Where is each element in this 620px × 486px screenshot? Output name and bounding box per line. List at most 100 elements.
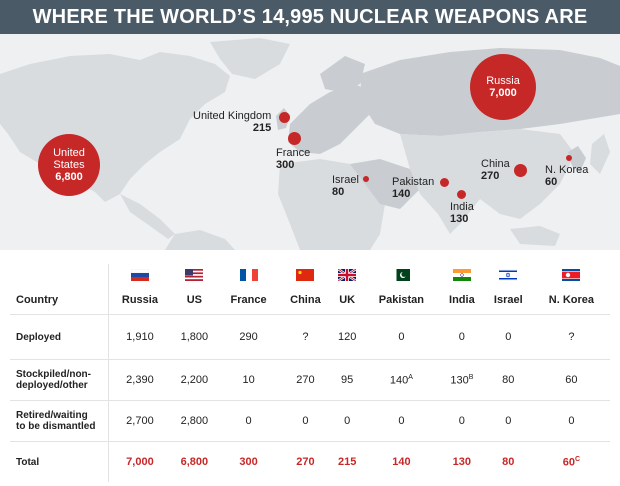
table-cell: 0: [483, 314, 533, 360]
total-cell: 80: [502, 456, 515, 468]
country-column-label: Country: [10, 286, 109, 315]
table-cell: 60: [532, 359, 610, 401]
france-label: France 300: [276, 147, 310, 171]
total-cell: 140: [392, 456, 411, 468]
table-cell: 290: [217, 314, 280, 360]
table-cell: 0: [331, 400, 363, 442]
india-flag-icon: [452, 269, 471, 282]
cell-value: 140: [389, 374, 409, 387]
table-cell: 2,200: [170, 359, 218, 401]
total-cell: 7,000: [107, 441, 171, 482]
country-china: China: [279, 286, 332, 315]
total-cell: 300: [239, 456, 258, 468]
nkorea-value: 60: [545, 176, 558, 188]
table-cell: 1,800: [170, 314, 218, 360]
table-row: Retired/waiting to be dismantled 2,700 2…: [10, 400, 610, 442]
table-cell: 1,910: [107, 314, 171, 360]
total-cell: 270: [296, 456, 315, 468]
footnote-marker: C: [574, 455, 581, 463]
row-label-deployed: Deployed: [10, 314, 109, 360]
uk-name: United Kingdom: [193, 110, 272, 122]
nkorea-name: N. Korea: [545, 164, 589, 176]
russia-value: 7,000: [489, 87, 517, 99]
china-flag-icon: [296, 269, 315, 282]
table-cell: 0: [279, 400, 332, 442]
table-cell: 0: [362, 314, 440, 360]
china-value: 270: [481, 170, 500, 182]
table-cell: 140A: [362, 359, 440, 401]
nkorea-flag-icon: [562, 269, 581, 282]
footnote-marker: A: [408, 373, 413, 381]
total-cell: 215: [337, 456, 357, 468]
france-name: France: [276, 147, 311, 159]
table-cell: ?: [532, 314, 610, 360]
total-cell: 6,800: [180, 456, 209, 468]
pakistan-flag-icon: [392, 269, 411, 282]
israel-label: Israel 80: [332, 174, 359, 198]
israel-name: Israel: [332, 174, 359, 186]
country-russia: Russia: [107, 286, 171, 315]
weapons-table-section: Country Russia US France China UK Pakist…: [0, 250, 620, 486]
france-value: 300: [276, 159, 295, 171]
table-cell: 0: [483, 400, 533, 442]
table-cell: 10: [217, 359, 280, 401]
pakistan-value: 140: [392, 188, 411, 200]
weapons-table: Country Russia US France China UK Pakist…: [10, 264, 610, 482]
row-label-stockpiled: Stockpiled/non- deployed/other: [10, 359, 109, 401]
uk-value: 215: [252, 122, 272, 134]
total-row: Total 7,000 6,800 300 270 215 140 130 80…: [10, 441, 610, 483]
page-title: WHERE THE WORLD’S 14,995 NUCLEAR WEAPONS…: [0, 0, 620, 34]
israel-marker: [363, 176, 369, 182]
nkorea-label: N. Korea 60: [545, 164, 588, 188]
india-label: India 130: [450, 201, 474, 225]
uk-marker: [279, 112, 290, 123]
country-pakistan: Pakistan: [362, 286, 440, 315]
table-row: Stockpiled/non- deployed/other 2,390 2,2…: [10, 359, 610, 401]
table-cell: 0: [439, 314, 484, 360]
table-cell: 0: [362, 400, 440, 442]
total-cell: 60C: [533, 442, 610, 483]
us-name: United States: [53, 147, 85, 171]
india-name: India: [450, 201, 474, 213]
total-cell: 130: [452, 456, 472, 468]
china-name: China: [481, 158, 510, 170]
table-cell: 0: [532, 400, 610, 442]
country-nkorea: N. Korea: [532, 286, 610, 315]
table-cell: 120: [331, 314, 363, 360]
france-flag-icon: [239, 269, 258, 282]
table-cell: 0: [217, 400, 280, 442]
russia-name: Russia: [486, 75, 520, 87]
russia-flag-icon: [130, 269, 149, 282]
uk-flag-icon: [338, 269, 357, 282]
table-cell: 0: [439, 400, 484, 442]
india-marker: [457, 190, 466, 199]
pakistan-name: Pakistan: [392, 176, 435, 188]
footnote-marker: B: [468, 373, 474, 381]
world-map: United States 6,800 Russia 7,000 United …: [0, 34, 620, 250]
pakistan-marker: [440, 178, 449, 187]
country-us: US: [170, 286, 218, 315]
pakistan-label: Pakistan 140: [392, 176, 434, 200]
cell-value: 130: [450, 374, 469, 387]
israel-value: 80: [332, 186, 345, 198]
russia-marker: Russia 7,000: [470, 54, 536, 120]
country-header-row: Country Russia US France China UK Pakist…: [10, 286, 610, 315]
india-value: 130: [450, 213, 469, 225]
uk-label: United Kingdom 215: [193, 110, 271, 134]
table-cell: 2,390: [107, 359, 171, 401]
row-label-retired: Retired/waiting to be dismantled: [10, 400, 109, 442]
country-israel: Israel: [483, 286, 533, 315]
table-cell: 270: [279, 359, 332, 401]
row-label-total: Total: [16, 456, 40, 468]
flag-row: [10, 264, 610, 286]
country-france: France: [217, 286, 280, 315]
table-cell: 2,800: [170, 400, 218, 442]
israel-flag-icon: [499, 269, 518, 282]
country-uk: UK: [331, 286, 363, 315]
france-marker: [288, 132, 301, 145]
table-cell: ?: [279, 314, 332, 360]
us-marker: United States 6,800: [38, 134, 100, 196]
nkorea-marker: [566, 155, 572, 161]
china-marker: [514, 164, 527, 177]
table-cell: 130B: [439, 359, 484, 401]
